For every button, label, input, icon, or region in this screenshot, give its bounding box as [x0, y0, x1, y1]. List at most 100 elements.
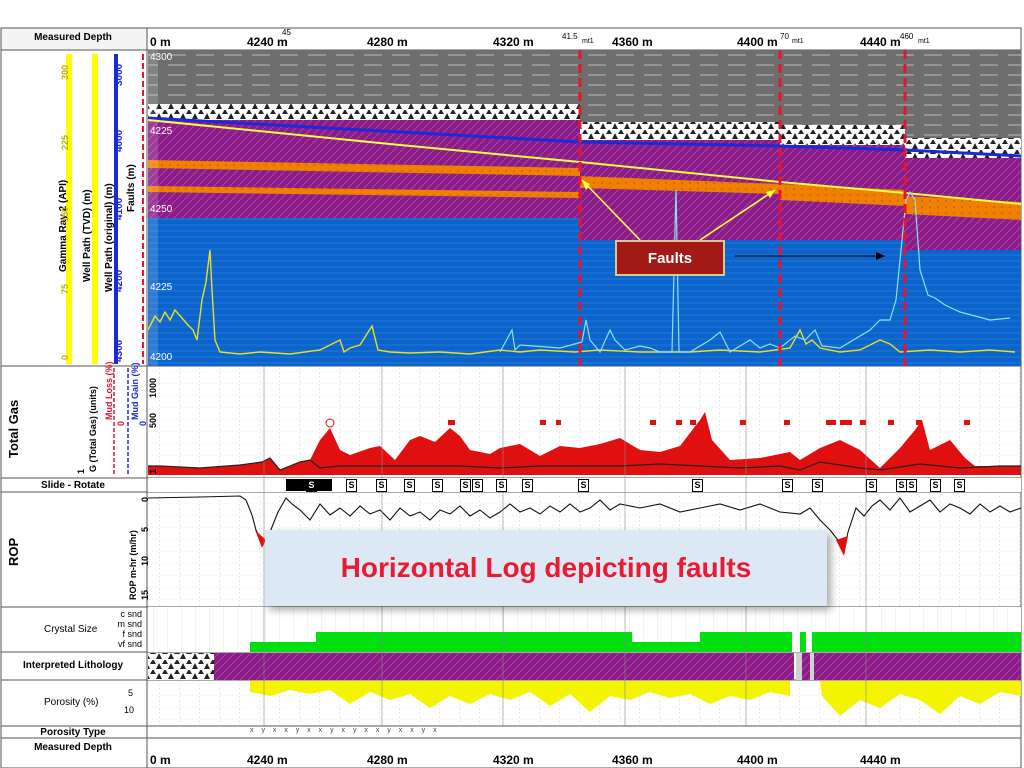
faults-callout: Faults [615, 240, 725, 276]
depth-tick-3: 4320 m [493, 35, 534, 49]
formation-orange-1 [148, 160, 580, 176]
depth-annotation-3: 4225 [150, 282, 173, 293]
slide-marker: S [496, 479, 507, 492]
slide-marker: S [812, 479, 823, 492]
porosity-type-codes: x y x x y x x y x y x x y x x y x [250, 727, 440, 734]
porosity-type-title: Porosity Type [40, 727, 106, 738]
faults-label: Faults (m) [126, 164, 137, 212]
crystal-size-c: c snd [120, 609, 142, 619]
depth-tick-4: 4360 m [612, 35, 653, 49]
formation-chert [148, 104, 580, 120]
well-path-original [147, 116, 1022, 158]
slide-marker: S [866, 479, 877, 492]
slide-marker: S [404, 479, 415, 492]
marker-label-5: 460 [900, 32, 914, 41]
slide-marker: S [906, 479, 917, 492]
lithology-title: Interpreted Lithology [23, 660, 123, 671]
rop-title: ROP [6, 537, 21, 566]
formation-gray [148, 50, 1021, 138]
marker-label-0: 45 [282, 28, 291, 37]
slide-marker: S [472, 479, 483, 492]
depth-tick-0: 0 m [150, 35, 171, 49]
gas-units-label: G (Total Gas) (units) [88, 386, 98, 472]
header-measured-depth: Measured Depth [34, 32, 112, 43]
gas-scale-left-1: 1 [76, 468, 86, 474]
mud-gain-0: 0 [138, 420, 148, 426]
crystal-size-m: m snd [117, 619, 142, 629]
gamma-scale-0: 0 [60, 354, 70, 360]
slide-marker: S [954, 479, 965, 492]
rop-curve [147, 495, 1022, 554]
log-title-overlay: Horizontal Log depicting faults [265, 530, 827, 606]
slide-marker: S [376, 479, 387, 492]
footer-depth-tick-1: 4240 m [247, 753, 288, 767]
path-scale-4100: 4100 [114, 197, 125, 220]
rop-scale-15: 15 [140, 589, 150, 600]
well-path-tvd-label: Well Path (TVD) (m) [82, 189, 93, 282]
slide-marker: S [692, 479, 703, 492]
formation-chert-2 [580, 122, 780, 140]
path-scale-4200: 4200 [114, 269, 125, 292]
crystal-size-f: f snd [122, 629, 142, 639]
path-scale-4300: 4300 [114, 339, 125, 362]
slide-marker: S [432, 479, 443, 492]
gamma-ray-curve-2 [499, 189, 1011, 354]
depth-tick-2: 4280 m [367, 35, 408, 49]
geology-section [148, 50, 1021, 366]
formation-orange-2 [148, 186, 580, 198]
rop-scale-10: 10 [140, 555, 150, 566]
depth-tick-6: 4440 m [860, 35, 901, 49]
gas-scale-1000: 1000 [148, 377, 158, 398]
gas-title: Total Gas [6, 399, 21, 458]
lithology-dolostone-2 [814, 653, 1021, 680]
porosity-title: Porosity (%) [44, 697, 99, 708]
footer-depth-tick-5: 4400 m [737, 753, 778, 767]
crystal-title: Crystal Size [44, 624, 98, 635]
original-path-scale-bar [114, 54, 118, 364]
slide-marker: S [346, 479, 357, 492]
depth-annotation-1: 4225 [150, 126, 173, 137]
gas-scale-500: 500 [148, 412, 158, 428]
gamma-ray-label: Gamma Ray 2 (API) [58, 179, 69, 272]
marker-label-3: 70 [780, 32, 789, 41]
well-path-tvd [147, 119, 1022, 205]
footer-measured-depth: Measured Depth [34, 742, 112, 753]
gas-fill [148, 412, 1021, 475]
marker-label-1: 41.5 [562, 32, 578, 41]
mud-gain-label: Mud Gain (%) [130, 362, 140, 421]
porosity-scale-5: 5 [128, 688, 134, 698]
formation-chert-3 [780, 125, 905, 145]
gas-line [148, 457, 1021, 471]
depth-tick-5: 4400 m [737, 35, 778, 49]
formation-orange-3 [580, 176, 780, 194]
slide-marker: S [782, 479, 793, 492]
gamma-scale-150: 150 [60, 206, 70, 222]
porosity-scale-10: 10 [124, 705, 135, 715]
gas-scale-1: 1 [148, 468, 158, 474]
mud-loss-0: 0 [116, 420, 126, 426]
gamma-scale-bar [66, 54, 72, 364]
lithology-dolostone [214, 653, 794, 680]
path-scale-4000: 4000 [114, 129, 125, 152]
gas-dots [325, 418, 970, 428]
footer-depth-tick-2: 4280 m [367, 753, 408, 767]
depth-annotation-0: 4300 [150, 52, 173, 63]
depth-tick-1: 4240 m [247, 35, 288, 49]
slide-marker: S [460, 479, 471, 492]
slide-marker: S [306, 479, 317, 492]
gamma-scale-300: 300 [60, 64, 70, 80]
porosity-fill [250, 681, 1021, 716]
gamma-scale-75: 75 [60, 283, 70, 294]
formation-blue [148, 218, 1021, 366]
footer-depth-tick-6: 4440 m [860, 753, 901, 767]
footer-depth-tick-3: 4320 m [493, 753, 534, 767]
slide-rotate-title: Slide - Rotate [41, 480, 105, 491]
lithology-chert [148, 653, 214, 680]
footer-depth-tick-4: 4360 m [612, 753, 653, 767]
rop-axis-label: ROP m-hr (m/hr) [128, 530, 138, 600]
mud-loss-label: Mud Loss (%) [104, 361, 114, 421]
depth-annotation-2: 4250 [150, 204, 173, 215]
marker-label-4: mt1 [792, 38, 804, 45]
crystal-fill [250, 632, 1021, 652]
rop-scale-0: 0 [140, 496, 150, 502]
